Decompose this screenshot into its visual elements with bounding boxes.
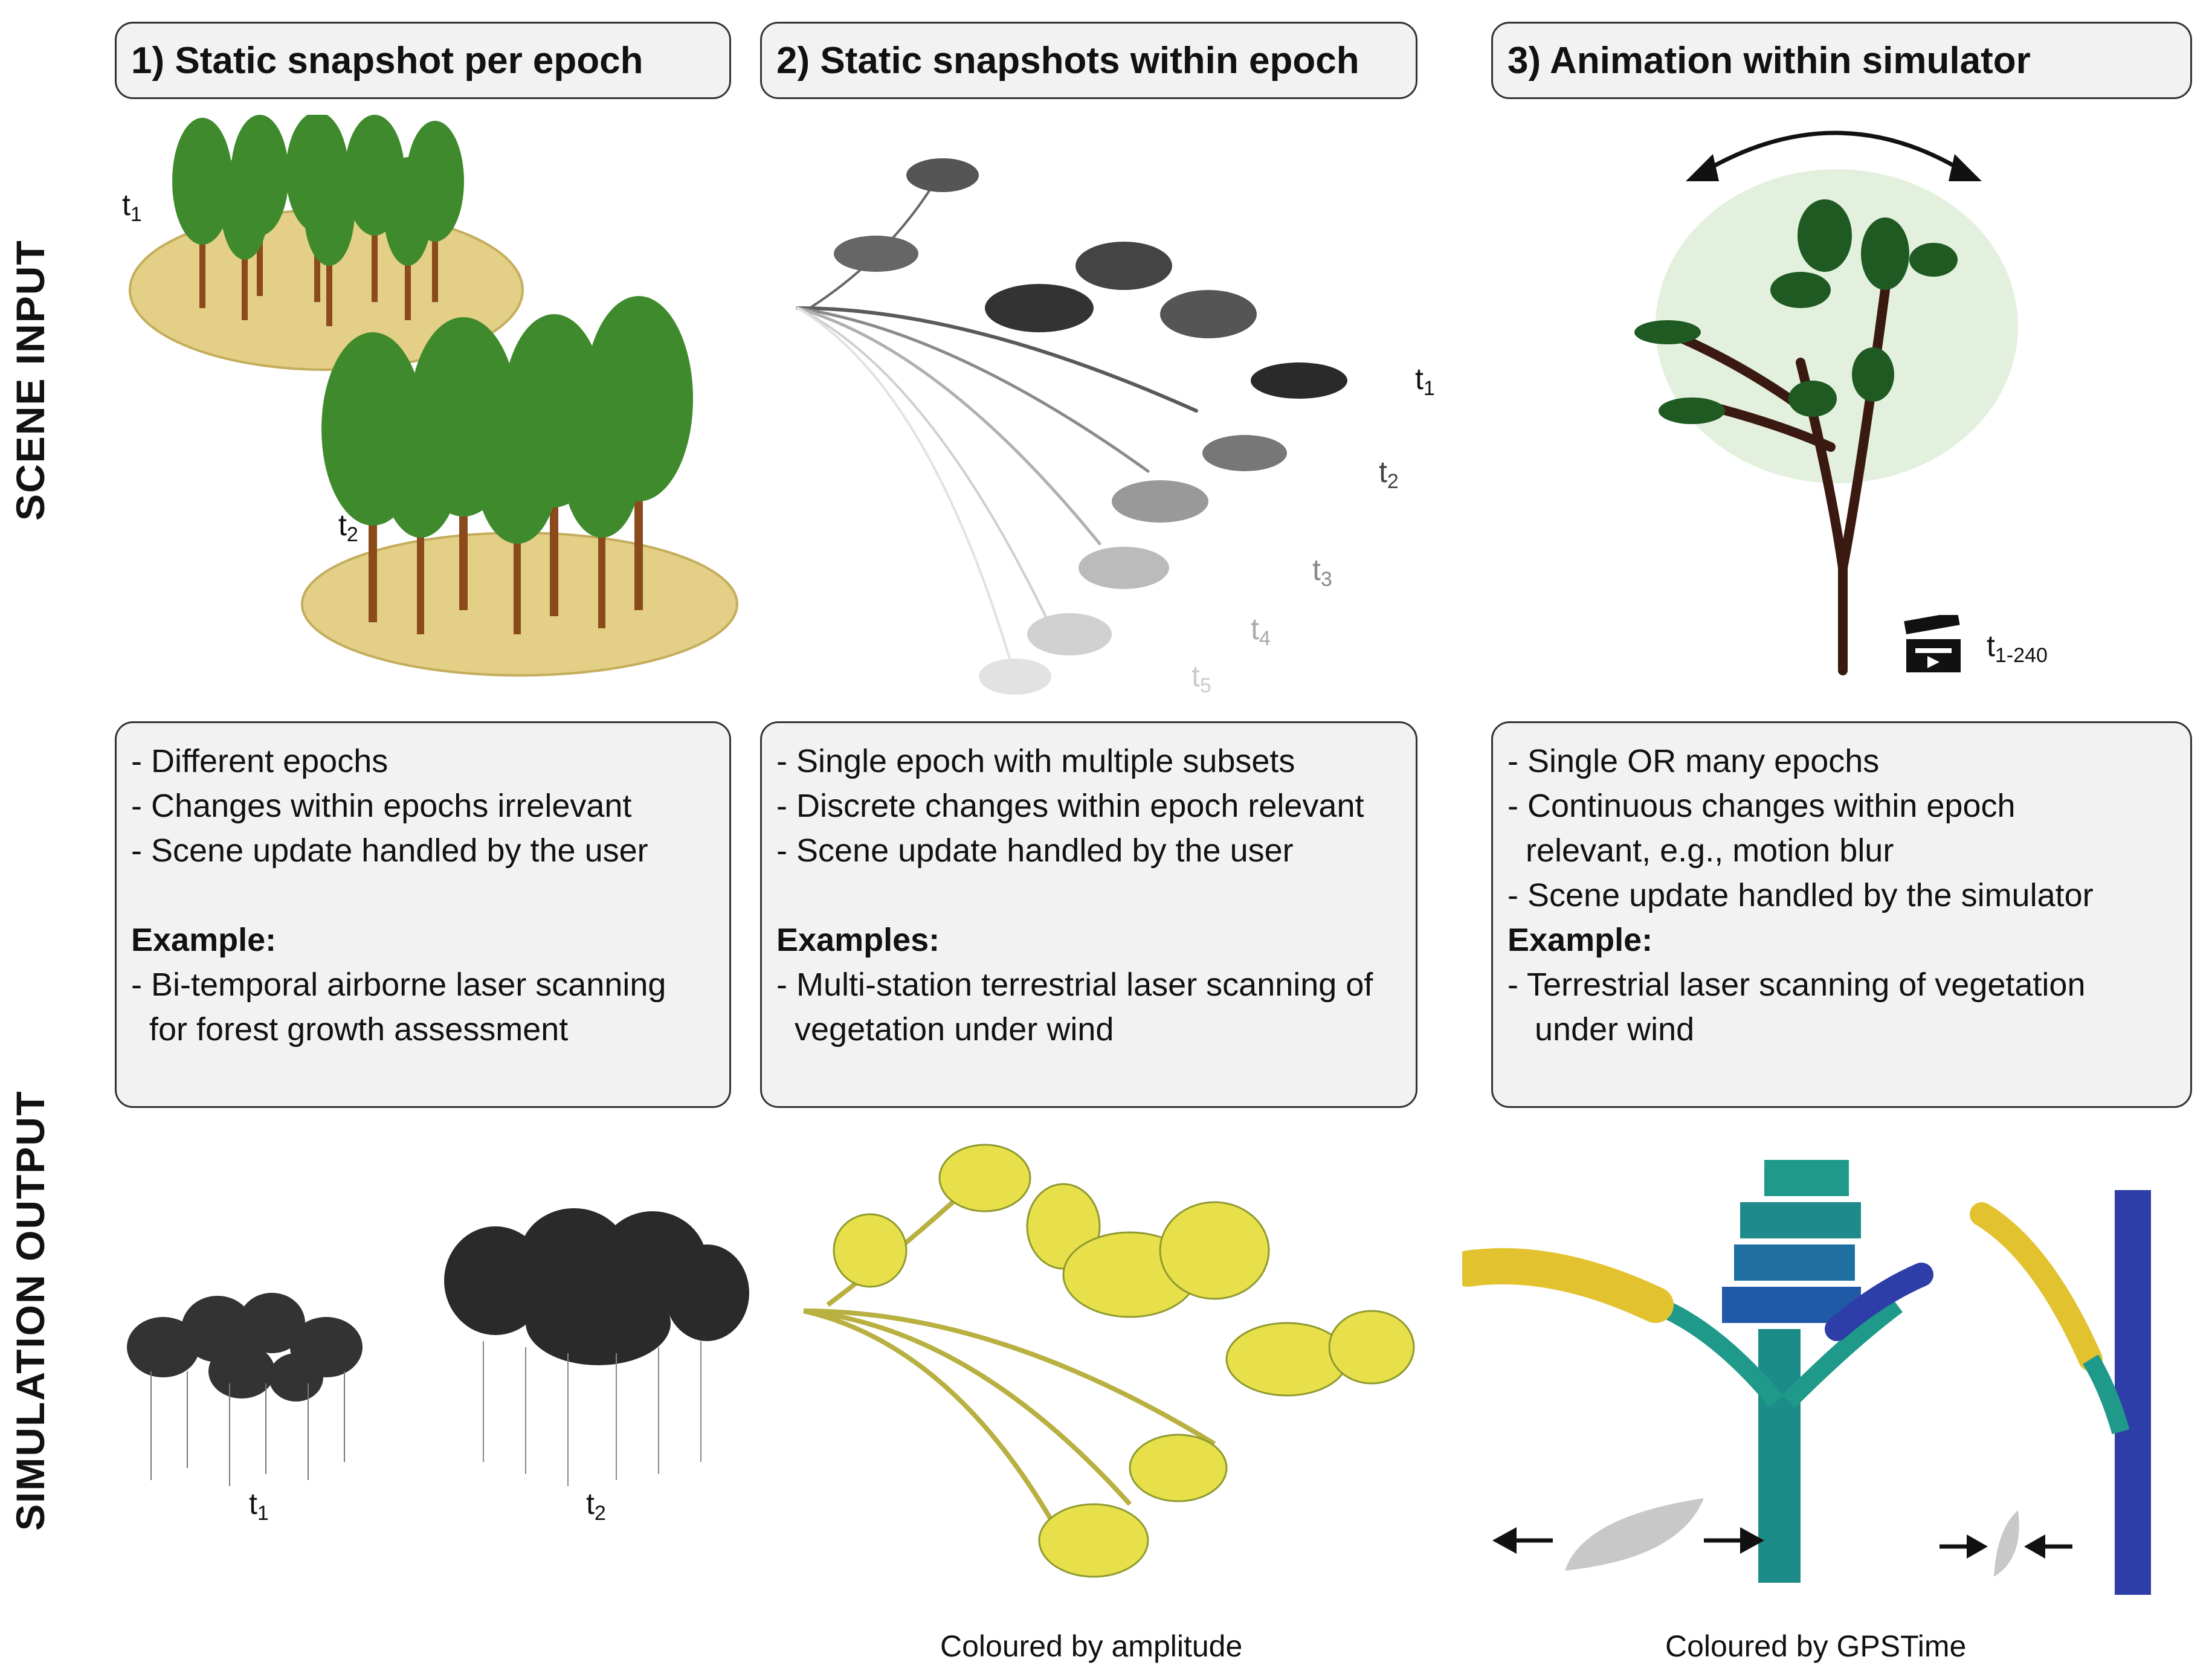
bullet-line: - Different epochs (131, 743, 389, 779)
bullet-line: - Continuous changes within epoch (1507, 788, 2016, 824)
branch-leaves (834, 158, 1347, 695)
column-header-1-label: 1) Static snapshot per epoch (131, 39, 643, 82)
description-box-3: - Single OR many epochs - Continuous cha… (1491, 721, 2192, 1108)
column-header-2: 2) Static snapshots within epoch (760, 22, 1417, 99)
leaf-icon (1994, 1510, 2019, 1577)
column-header-3: 3) Animation within simulator (1491, 22, 2192, 99)
example-heading: Example: (131, 922, 277, 958)
clapperboard-icon (1903, 611, 1964, 675)
example-line: vegetation under wind (776, 1011, 1114, 1048)
bullet-line: - Discrete changes within epoch relevant (776, 788, 1364, 824)
time-label-t2-branch: t2 (1379, 455, 1399, 493)
gpstime-tree-point-cloud-small (1970, 1178, 2151, 1607)
column-header-2-label: 2) Static snapshots within epoch (776, 39, 1359, 82)
time-label-t3-branch: t3 (1312, 553, 1332, 591)
arrow-right-icon (1940, 1534, 1988, 1559)
time-label-animation: t1-240 (1987, 629, 2048, 667)
time-label-t1-output: t1 (249, 1487, 269, 1525)
time-label-t1-scene: t1 (122, 188, 142, 226)
time-label-t2-scene: t2 (338, 508, 358, 546)
point-cloud-t2 (441, 1208, 755, 1498)
description-box-1: - Different epochs - Changes within epoc… (115, 721, 731, 1108)
row-label-simulation-output: SIMULATION OUTPUT (8, 1090, 53, 1531)
example-line: - Terrestrial laser scanning of vegetati… (1507, 967, 2086, 1003)
forest-scene-illustration (103, 112, 755, 683)
bullet-line: - Scene update handled by the simulator (1507, 877, 2094, 913)
example-line: under wind (1507, 1011, 1695, 1048)
column-header-1: 1) Static snapshot per epoch (115, 22, 731, 99)
time-label-t4-branch: t4 (1251, 612, 1271, 650)
example-line: - Bi-temporal airborne laser scanning (131, 967, 666, 1003)
gpstime-tree-point-cloud-large (1450, 1148, 1970, 1607)
amplitude-branch-point-cloud (792, 1130, 1432, 1601)
bullet-line: - Scene update handled by the user (131, 832, 648, 869)
bullet-line: - Single epoch with multiple subsets (776, 743, 1295, 779)
arrow-left-icon (1492, 1527, 1553, 1554)
example-heading: Examples: (776, 922, 940, 958)
example-line: for forest growth assessment (131, 1011, 569, 1048)
example-line: - Multi-station terrestrial laser scanni… (776, 967, 1373, 1003)
caption-amplitude: Coloured by amplitude (940, 1629, 1243, 1663)
time-label-t1-branch: t1 (1415, 362, 1435, 400)
forest-plot-t2 (321, 296, 693, 634)
branch-snapshots-illustration (785, 133, 1450, 713)
arrow-right-icon (1704, 1527, 1764, 1554)
double-arrow-icon (1686, 130, 1982, 181)
time-label-t5-branch: t5 (1191, 659, 1211, 697)
leaf-icon (1565, 1498, 1704, 1571)
point-cloud-t1 (115, 1281, 393, 1498)
bullet-line: relevant, e.g., motion blur (1507, 832, 1894, 869)
strong-wind-indicator (1486, 1492, 1770, 1583)
bullet-line: - Scene update handled by the user (776, 832, 1294, 869)
animated-tree-illustration (1547, 109, 2151, 689)
time-label-t2-output: t2 (586, 1487, 606, 1525)
forest-plot-t1 (172, 112, 464, 326)
caption-gpstime: Coloured by GPSTime (1665, 1629, 1967, 1663)
row-label-scene-input: SCENE INPUT (8, 239, 53, 521)
bullet-line: - Changes within epochs irrelevant (131, 788, 632, 824)
example-heading: Example: (1507, 922, 1653, 958)
weak-wind-indicator (1933, 1504, 2078, 1583)
column-header-3-label: 3) Animation within simulator (1507, 39, 2031, 82)
arrow-left-icon (2024, 1534, 2072, 1559)
bullet-line: - Single OR many epochs (1507, 743, 1880, 779)
description-box-2: - Single epoch with multiple subsets - D… (760, 721, 1417, 1108)
